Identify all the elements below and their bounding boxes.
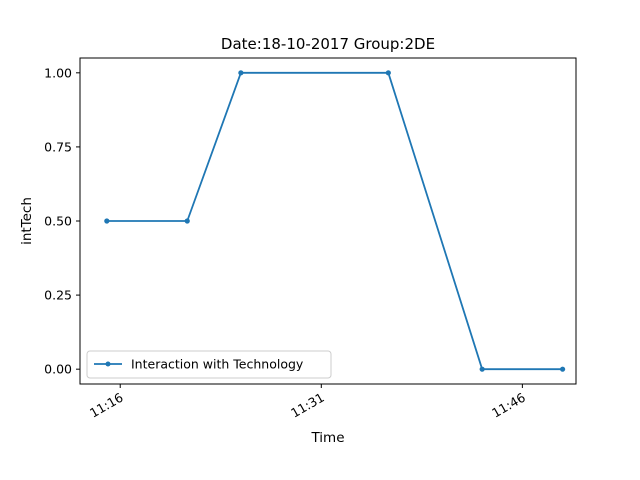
data-point: [238, 70, 244, 76]
series-layer: [104, 70, 566, 372]
y-tick-label: 0.75: [44, 139, 72, 154]
y-axis-ticks: 0.00 0.25 0.50 0.75 1.00: [44, 65, 80, 377]
y-tick-label: 1.00: [44, 65, 72, 80]
legend-box: [86, 350, 332, 379]
series-line: [106, 71, 563, 371]
legend: Interaction with Technology: [86, 350, 332, 379]
x-axis-label: Time: [310, 430, 344, 446]
y-tick-label: 0.25: [44, 288, 72, 303]
plot-frame: [79, 57, 577, 385]
y-tick-label: 0.50: [44, 214, 72, 229]
legend-marker-swatch: [105, 361, 111, 367]
y-tick-label: 0.00: [44, 362, 72, 377]
data-point: [479, 366, 485, 372]
chart-title: Date:18-10-2017 Group:2DE: [221, 35, 435, 53]
data-point: [385, 70, 391, 76]
legend-entry-label: Interaction with Technology: [131, 357, 304, 372]
data-point: [104, 218, 110, 224]
y-axis-label: intTech: [19, 197, 35, 245]
data-point: [184, 218, 190, 224]
data-point: [559, 366, 566, 372]
